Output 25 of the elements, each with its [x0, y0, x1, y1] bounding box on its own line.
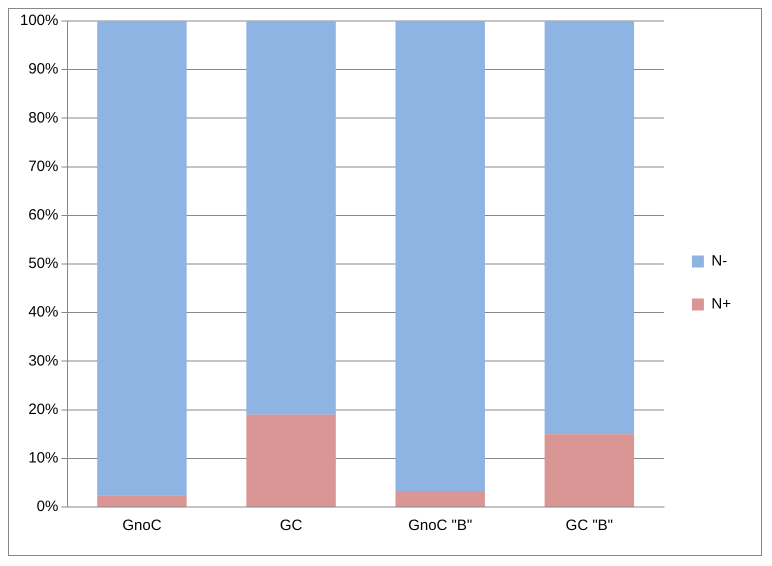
bar: [544, 21, 634, 434]
bar: [246, 21, 336, 415]
y-tick-label: 60%: [28, 206, 58, 224]
y-tick-label: 50%: [28, 255, 58, 272]
x-tick-label: GnoC: [122, 517, 162, 534]
x-tick-label: GC: [280, 517, 302, 534]
y-tick-label: 10%: [28, 450, 58, 467]
y-tick-label: 70%: [28, 158, 58, 175]
bar: [395, 490, 485, 506]
bar: [544, 434, 634, 506]
y-tick-label: 40%: [28, 304, 58, 321]
y-tick-label: 90%: [28, 60, 58, 78]
legend-label: N-: [711, 252, 728, 270]
x-tick-label: GnoC "B": [408, 517, 472, 534]
bar: [97, 21, 187, 496]
bar: [395, 21, 485, 491]
y-tick-label: 0%: [36, 498, 58, 516]
x-tick-label: GC "B": [566, 517, 614, 534]
bar: [246, 414, 336, 506]
y-tick-label: 100%: [20, 12, 58, 30]
bar: [97, 496, 187, 506]
y-tick-label: 30%: [28, 352, 58, 370]
y-tick-label: 80%: [28, 109, 58, 126]
legend-label: N+: [711, 296, 732, 313]
y-tick-label: 20%: [28, 400, 58, 418]
